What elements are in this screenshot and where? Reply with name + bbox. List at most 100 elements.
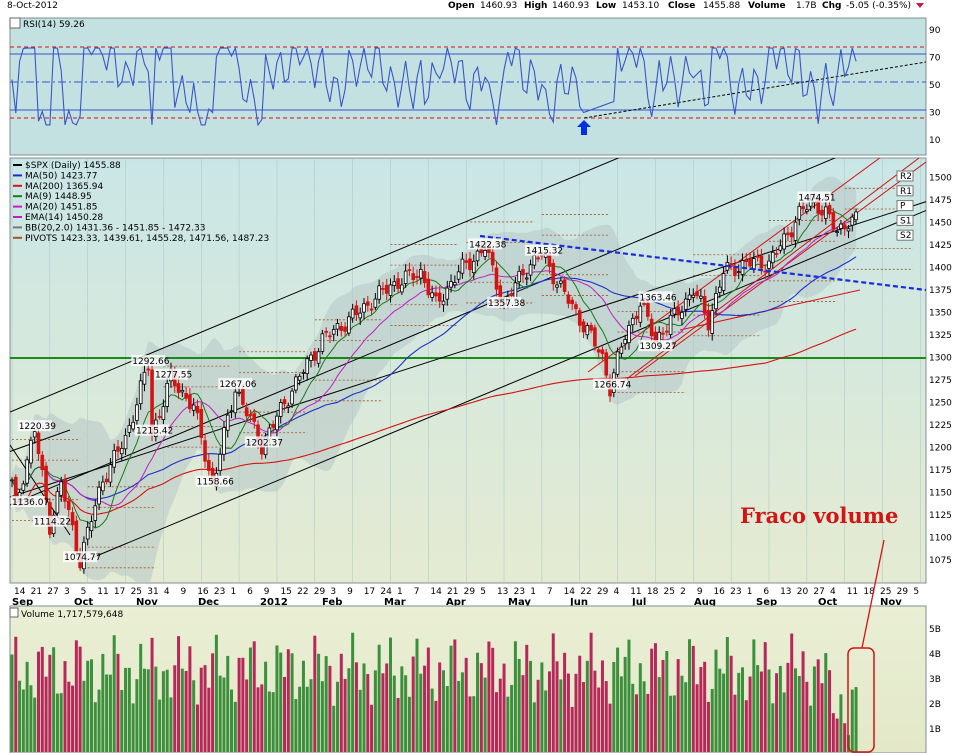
candle-body (691, 294, 696, 298)
candle-body (70, 512, 75, 526)
x-tick-label: 9 (264, 587, 270, 597)
candle-body (513, 282, 518, 300)
volume-bar (67, 681, 71, 752)
candle-body (184, 393, 188, 399)
price-tick-label: 1150 (929, 489, 952, 499)
volume-bar (600, 660, 604, 752)
volume-bar (812, 666, 816, 752)
volume-bar (472, 696, 476, 752)
candle-body (823, 206, 828, 219)
volume-bar (441, 670, 445, 752)
x-tick-label: 14 (564, 587, 576, 597)
price-tick-label: 1200 (929, 444, 952, 454)
candle-body (282, 399, 287, 405)
candle-body (36, 432, 41, 455)
volume-bar (801, 651, 805, 752)
month-label: Nov (880, 597, 902, 608)
rsi-tick-label: 30 (929, 109, 941, 119)
candle-body (93, 505, 98, 521)
price-panel: 1220.39 1136.07 1114.22 1074.77 1292.66 1277.… (9, 157, 952, 584)
candle-body (418, 268, 423, 279)
candle-body (638, 305, 643, 323)
candle-body (801, 206, 805, 210)
rsi-label: RSI(14) 59.26 (23, 20, 85, 30)
price-label-bg (135, 424, 170, 436)
candle-body (483, 250, 487, 257)
candle-body (604, 352, 609, 376)
volume-bar (763, 642, 767, 752)
candle-body (551, 263, 556, 285)
candle-body (396, 278, 400, 289)
month-label: Jun (569, 597, 588, 608)
candle-body (453, 282, 457, 286)
candle-body (831, 212, 836, 229)
legend-entry: PIVOTS 1423.33, 1439.61, 1455.28, 1471.5… (25, 234, 269, 244)
volume-bar (101, 653, 105, 752)
candle-body (244, 407, 249, 417)
volume-bar (430, 688, 434, 752)
volume-value: 1.7B (796, 1, 817, 11)
volume-bar (532, 702, 536, 752)
candle-body (354, 305, 359, 316)
x-tick-label: 29 (897, 587, 909, 597)
x-tick-label: 23 (514, 587, 525, 597)
volume-bar (150, 637, 154, 752)
price-label: 1309.27 (639, 342, 676, 352)
month-label: 2012 (260, 597, 288, 608)
candle-body (135, 404, 139, 421)
volume-bar (722, 673, 726, 752)
volume-bar (593, 670, 597, 752)
volume-bar (612, 661, 616, 752)
close-value: 1455.88 (703, 1, 740, 11)
volume-bar (850, 689, 854, 752)
volume-bar (275, 645, 279, 752)
candle-body (97, 486, 101, 505)
chg-value: -5.05 (-0.35%) (846, 1, 911, 11)
candle-body (335, 323, 340, 330)
volume-bar (544, 690, 548, 752)
price-tick-label: 1100 (929, 534, 952, 544)
low-label: Low (596, 1, 616, 11)
candle-body (233, 391, 238, 414)
volume-bar (207, 687, 211, 752)
volume-bar (317, 653, 321, 752)
candle-body (521, 269, 525, 276)
trend-channel-line (10, 158, 837, 506)
month-label: Mar (384, 597, 406, 608)
candle-body (574, 304, 578, 310)
rsi-tick-label: 10 (929, 136, 941, 146)
volume-bar (854, 687, 858, 752)
candle-body (116, 446, 120, 452)
price-tick-label: 1125 (929, 511, 952, 521)
volume-bar (298, 686, 302, 752)
volume-bar (457, 680, 461, 752)
volume-bar (790, 633, 794, 752)
candle-body (225, 414, 230, 431)
price-label-bg (797, 191, 832, 203)
volume-bar (173, 665, 177, 752)
volume-bar (188, 646, 192, 752)
candle-body (668, 314, 673, 335)
candle-body (430, 292, 434, 298)
volume-bar (336, 681, 340, 752)
volume-bar (710, 688, 714, 752)
candle-body (275, 415, 279, 431)
volume-bar (55, 693, 59, 752)
volume-bar (627, 639, 631, 752)
candle-body (381, 287, 385, 290)
candle-body (138, 380, 143, 405)
price-label-bg (32, 515, 67, 527)
price-label: 1292.66 (132, 357, 169, 367)
price-tick-label: 1325 (929, 331, 952, 341)
candle-body (441, 300, 446, 306)
candle-body (449, 281, 453, 288)
candle-body (407, 269, 412, 272)
pivot-tag: P (900, 202, 906, 212)
chevron-down-icon[interactable] (916, 3, 924, 8)
volume-bar (843, 723, 847, 752)
candle-body (271, 423, 275, 428)
volume-bar (589, 632, 593, 752)
open-value: 1460.93 (480, 1, 517, 11)
